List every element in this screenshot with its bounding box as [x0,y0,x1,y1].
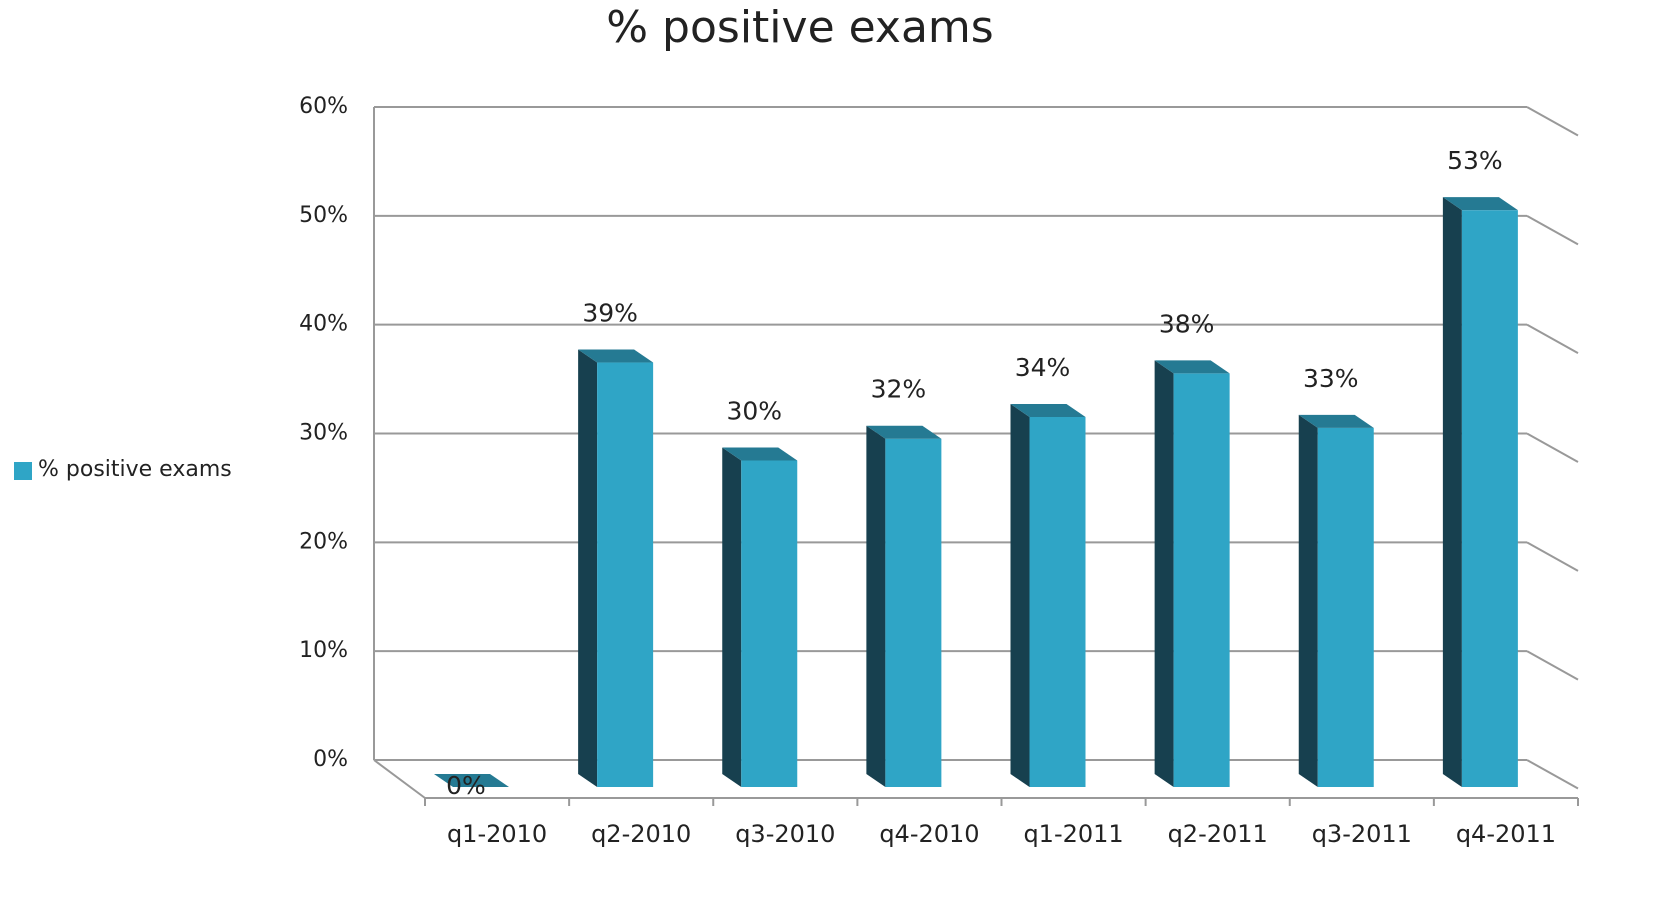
bar-top [1298,414,1374,428]
y-tick-label: 10% [299,638,348,663]
chart-title: % positive exams [606,2,993,53]
y-tick-label: 30% [299,421,348,446]
bar [597,362,654,787]
bar-top [866,425,942,439]
bar-top [1010,403,1086,417]
x-tick-label: q4-2010 [879,820,979,848]
grid-line-side [1526,323,1579,355]
bar-side [722,447,742,787]
grid-line-side [1526,541,1579,572]
floor-left [373,759,426,799]
bar-top [722,447,798,461]
bar-top [434,774,509,787]
y-tick-label: 20% [299,529,348,554]
bar-side [1154,360,1174,787]
bar [1317,427,1374,787]
data-label: 33% [1303,364,1359,393]
bar-side [1298,414,1318,787]
x-tick-label: q2-2011 [1168,820,1268,848]
legend-label: % positive exams [38,457,232,482]
y-tick-label: 50% [299,203,348,228]
grid-line-side [1526,106,1579,137]
grid-line-side [1526,432,1579,463]
data-label: 53% [1447,146,1503,175]
bar-top [1442,197,1518,211]
bar [1173,373,1230,787]
data-label: 34% [1015,353,1071,382]
data-label: 39% [582,299,638,328]
x-tick-label: q2-2010 [591,820,691,848]
bar-side [1442,197,1462,787]
data-label: 38% [1159,309,1215,338]
bar-top [1154,360,1230,374]
y-tick-label: 40% [299,312,348,337]
x-tick-label: q1-2010 [447,820,547,848]
data-label: 32% [871,375,927,404]
bar [1461,210,1518,787]
bar-top [578,349,654,363]
data-label: 0% [446,771,486,800]
x-tick-label: q3-2011 [1312,820,1412,848]
bar [1029,416,1086,787]
x-tick-label: q1-2011 [1023,820,1123,848]
bar-side [866,425,886,787]
x-tick-label: q3-2010 [735,820,835,848]
data-label: 30% [726,397,782,426]
grid-line-side [1526,759,1579,790]
bar-side [578,349,598,787]
legend-swatch [14,462,32,480]
bar-side [1010,403,1030,787]
y-tick-label: 60% [299,94,348,119]
y-tick-label: 0% [313,747,348,772]
x-tick-label: q4-2011 [1456,820,1556,848]
grid-line-side [1526,650,1579,681]
bar [885,438,942,787]
bar [741,460,798,787]
grid-line-side [1526,214,1579,246]
